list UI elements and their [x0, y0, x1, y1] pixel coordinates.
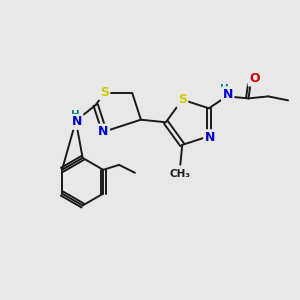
- Text: N: N: [205, 131, 215, 144]
- Text: N: N: [72, 115, 82, 128]
- Text: H: H: [220, 85, 229, 94]
- Text: S: S: [100, 85, 109, 99]
- Text: N: N: [98, 125, 109, 138]
- Text: S: S: [178, 93, 187, 106]
- Text: CH₃: CH₃: [170, 169, 191, 178]
- Text: N: N: [223, 88, 233, 101]
- Text: H: H: [71, 110, 80, 120]
- Text: O: O: [249, 72, 260, 85]
